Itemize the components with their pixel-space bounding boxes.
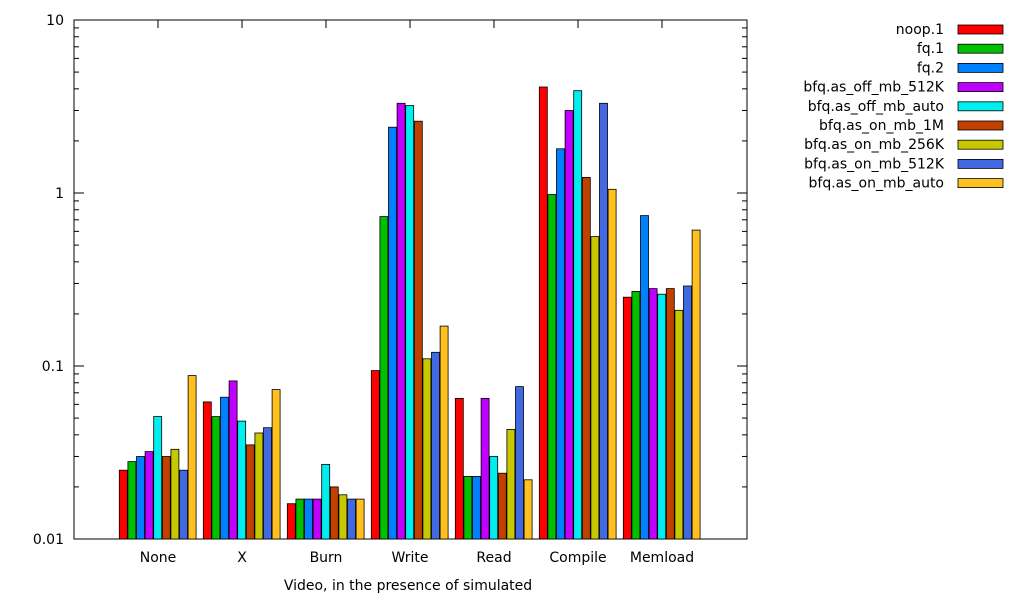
bar-x-bfq-as-on-mb-1m [245,444,255,540]
bar-x-bfq-as-on-mb-512k [263,427,272,540]
bar-write-bfq-as-off-mb-512k [396,102,406,540]
bar-write-fq-2 [388,126,397,540]
y-tick-label: 10 [46,13,64,29]
x-tick-label: None [140,550,177,566]
bar-compile-fq-2 [556,148,565,540]
legend-swatch [957,120,1004,131]
bar-compile-fq-1 [547,194,557,540]
bar-compile-noop-1 [538,86,548,540]
legend-label: bfq.as_on_mb_1M [819,118,944,134]
bar-burn-bfq-as-off-mb-512k [312,498,322,540]
x-tick-label: Memload [630,550,694,566]
bar-memload-bfq-as-off-mb-auto [657,293,667,540]
legend-label: noop.1 [896,22,944,38]
legend-swatch [957,139,1004,150]
bar-burn-fq-2 [304,498,313,540]
legend-swatch [957,24,1004,35]
bar-x-bfq-as-off-mb-512k [228,380,238,540]
bar-read-fq-1 [463,475,473,540]
bar-write-bfq-as-on-mb-auto [439,325,449,540]
bar-read-bfq-as-on-mb-256k [506,428,516,540]
bar-write-bfq-as-on-mb-256k [422,358,432,540]
bar-none-bfq-as-off-mb-512k [144,451,154,540]
x-tick-label: Compile [549,550,606,566]
x-axis-title: Video, in the presence of simulated [284,578,532,594]
bar-write-noop-1 [370,370,380,540]
bar-read-bfq-as-on-mb-512k [515,386,524,540]
bar-read-noop-1 [454,397,464,540]
bar-compile-bfq-as-on-mb-auto [607,188,617,540]
bar-burn-bfq-as-on-mb-1m [329,486,339,540]
bar-burn-bfq-as-off-mb-auto [321,463,331,540]
bar-memload-bfq-as-on-mb-1m [665,288,675,540]
y-tick-label: 1 [55,186,64,202]
bar-burn-bfq-as-on-mb-512k [347,498,356,540]
bar-write-bfq-as-off-mb-auto [405,105,415,540]
bar-write-fq-1 [379,216,389,540]
bar-none-bfq-as-on-mb-256k [170,448,180,540]
x-axis: None X Burn Write Read Compile Memload [140,20,694,566]
bar-x-fq-1 [211,416,221,540]
bar-none-fq-1 [127,461,137,540]
bar-burn-bfq-as-on-mb-256k [338,494,348,540]
legend-swatch [957,43,1004,54]
legend-label: bfq.as_off_mb_auto [808,99,944,115]
bar-compile-bfq-as-on-mb-256k [590,236,600,540]
legend-swatch [957,101,1004,112]
bar-memload-fq-2 [640,215,649,540]
bar-memload-bfq-as-on-mb-512k [683,285,692,540]
y-tick-label: 0.1 [42,359,64,375]
bar-none-bfq-as-on-mb-auto [187,375,197,540]
bar-compile-bfq-as-off-mb-auto [573,90,583,540]
bar-x-fq-2 [220,396,229,540]
legend-swatch [957,82,1004,92]
x-tick-label: Write [392,550,429,566]
bars [118,86,701,540]
bar-compile-bfq-as-on-mb-512k [599,102,608,540]
bar-x-bfq-as-on-mb-256k [254,432,264,540]
legend-swatch [957,178,1004,189]
bar-read-bfq-as-on-mb-auto [523,479,533,540]
legend-label: bfq.as_off_mb_512K [803,80,944,96]
bar-read-bfq-as-off-mb-auto [489,456,499,540]
bar-write-bfq-as-on-mb-1m [413,120,423,540]
bar-read-bfq-as-on-mb-1m [497,472,507,540]
legend: noop.1 fq.1 fq.2 bfq.as_off_mb_512K bfq.as_o… [803,22,1004,192]
bar-memload-noop-1 [622,296,632,540]
y-axis: 0.01 0.1 1 10 [33,13,747,548]
legend-label: bfq.as_on_mb_512K [804,156,945,172]
legend-label: bfq.as_on_mb_auto [809,176,945,192]
bar-memload-bfq-as-on-mb-auto [691,229,701,540]
bar-compile-bfq-as-on-mb-1m [581,176,591,540]
bar-none-fq-2 [136,456,145,540]
bar-none-bfq-as-off-mb-auto [153,416,163,540]
bar-memload-bfq-as-off-mb-512k [648,288,658,540]
bar-memload-fq-1 [631,290,641,540]
x-tick-label: Burn [310,550,343,566]
bar-none-noop-1 [118,469,128,540]
legend-swatch [957,158,1004,169]
bar-none-bfq-as-on-mb-512k [179,469,188,540]
bar-burn-fq-1 [295,498,305,540]
legend-label: bfq.as_on_mb_256K [804,137,945,153]
bar-none-bfq-as-on-mb-1m [161,456,171,540]
x-tick-label: X [237,550,247,566]
bar-write-bfq-as-on-mb-512k [431,351,440,540]
bar-read-bfq-as-off-mb-512k [480,397,490,540]
bar-compile-bfq-as-off-mb-512k [564,110,574,540]
bar-x-bfq-as-on-mb-auto [271,389,281,540]
legend-label: fq.2 [917,60,944,76]
bar-read-fq-2 [472,475,481,540]
y-tick-label: 0.01 [33,532,64,548]
bar-memload-bfq-as-on-mb-256k [674,309,684,540]
bar-x-noop-1 [202,401,212,540]
x-tick-label: Read [476,550,511,566]
legend-swatch [957,63,1004,73]
bar-burn-bfq-as-on-mb-auto [355,498,365,540]
legend-label: fq.1 [917,41,944,57]
bar-x-bfq-as-off-mb-auto [237,420,247,540]
bar-burn-noop-1 [286,503,296,540]
